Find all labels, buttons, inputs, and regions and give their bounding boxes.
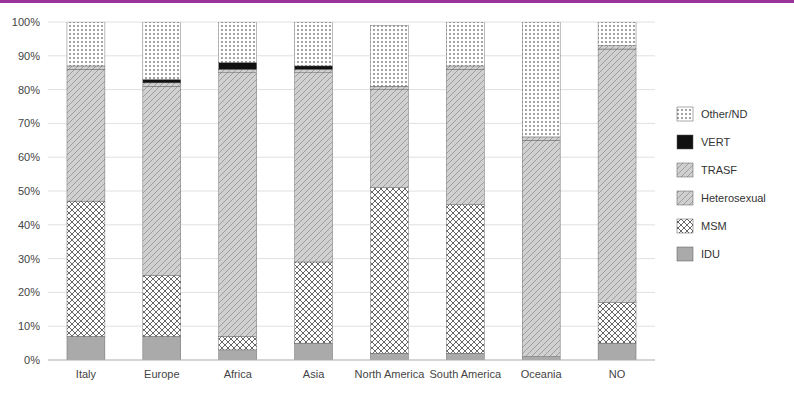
y-tick-label: 60% [18, 151, 40, 163]
bar-segment [446, 66, 484, 69]
grid-line [48, 89, 655, 90]
x-tick-label: North America [355, 368, 426, 380]
legend-swatch [677, 135, 693, 149]
grid-line [48, 157, 655, 158]
bar-segment [446, 205, 484, 354]
bar-segment [143, 86, 181, 275]
grid-line [48, 326, 655, 327]
x-tick-label: Europe [144, 368, 179, 380]
bar-segment [522, 140, 560, 356]
bar-segment [446, 353, 484, 360]
bar-segment [598, 49, 636, 303]
bar-segment [67, 336, 105, 360]
bar-segment [295, 66, 333, 69]
x-tick-label: Oceania [521, 368, 563, 380]
y-tick-label: 100% [12, 16, 40, 28]
x-tick-label: Italy [76, 368, 97, 380]
y-tick-label: 90% [18, 50, 40, 62]
legend-swatch [677, 163, 693, 177]
x-tick-label: South America [430, 368, 502, 380]
bar-segment [295, 262, 333, 343]
y-tick-label: 50% [18, 185, 40, 197]
bar-segment [219, 69, 257, 72]
bar-segment [219, 22, 257, 63]
x-axis-line [48, 360, 655, 361]
grid-line [48, 258, 655, 259]
bar-segment [446, 22, 484, 66]
legend-label: Other/ND [701, 108, 748, 120]
x-tick-label: Asia [303, 368, 325, 380]
legend-swatch [677, 107, 693, 121]
grid-line [48, 123, 655, 124]
bar-segment [143, 276, 181, 337]
legend-label: VERT [701, 136, 730, 148]
y-tick-label: 0% [24, 354, 40, 366]
bar-segment [598, 343, 636, 360]
bar-segment [598, 22, 636, 46]
y-tick-label: 80% [18, 84, 40, 96]
bar-segment [295, 22, 333, 66]
grid [48, 22, 655, 360]
bar-segment [598, 303, 636, 344]
top-rule [0, 0, 794, 3]
bar-segment [522, 22, 560, 137]
legend-label: TRASF [701, 164, 737, 176]
legend: Other/ND VERT TRASF Heterosexual MSM IDU [677, 107, 766, 261]
bar-segment [219, 336, 257, 350]
bar-segment [370, 90, 408, 188]
bar-segment [295, 69, 333, 72]
x-tick-label: Africa [224, 368, 253, 380]
bar-segment [522, 137, 560, 140]
bar-segment [143, 22, 181, 79]
legend-swatch [677, 219, 693, 233]
bar-segment [295, 73, 333, 262]
grid-line [48, 55, 655, 56]
bar-segment [219, 63, 257, 70]
bar-segment [370, 86, 408, 89]
bar-segment [522, 357, 560, 360]
grid-line [48, 360, 655, 361]
bar-segment [370, 353, 408, 360]
grid-line [48, 191, 655, 192]
y-tick-label: 20% [18, 286, 40, 298]
grid-line [48, 292, 655, 293]
bar-segment [143, 336, 181, 360]
grid-line [48, 22, 655, 23]
legend-swatch [677, 247, 693, 261]
legend-swatch [677, 191, 693, 205]
bar-segment [67, 66, 105, 69]
bar-segment [446, 69, 484, 204]
y-tick-label: 70% [18, 117, 40, 129]
bar-segment [295, 343, 333, 360]
y-tick-label: 40% [18, 219, 40, 231]
bar-segment [370, 188, 408, 354]
y-tick-label: 10% [18, 320, 40, 332]
legend-label: Heterosexual [701, 192, 766, 204]
bar-segment [143, 83, 181, 86]
chart: 0% 10% 20% 30% 40% 50% 60% 70% 80% 90% 100% Italy Eu… [0, 0, 794, 400]
bar-segment [219, 73, 257, 337]
bar-segment [143, 79, 181, 82]
legend-label: MSM [701, 220, 727, 232]
grid-line [48, 224, 655, 225]
bars [67, 22, 636, 360]
bar-segment [67, 201, 105, 336]
x-tick-label: NO [609, 368, 626, 380]
y-tick-label: 30% [18, 253, 40, 265]
bar-segment [67, 69, 105, 201]
bar-segment [598, 46, 636, 49]
bar-segment [370, 25, 408, 86]
bar-segment [67, 22, 105, 66]
bar-segment [219, 350, 257, 360]
legend-label: IDU [701, 248, 720, 260]
